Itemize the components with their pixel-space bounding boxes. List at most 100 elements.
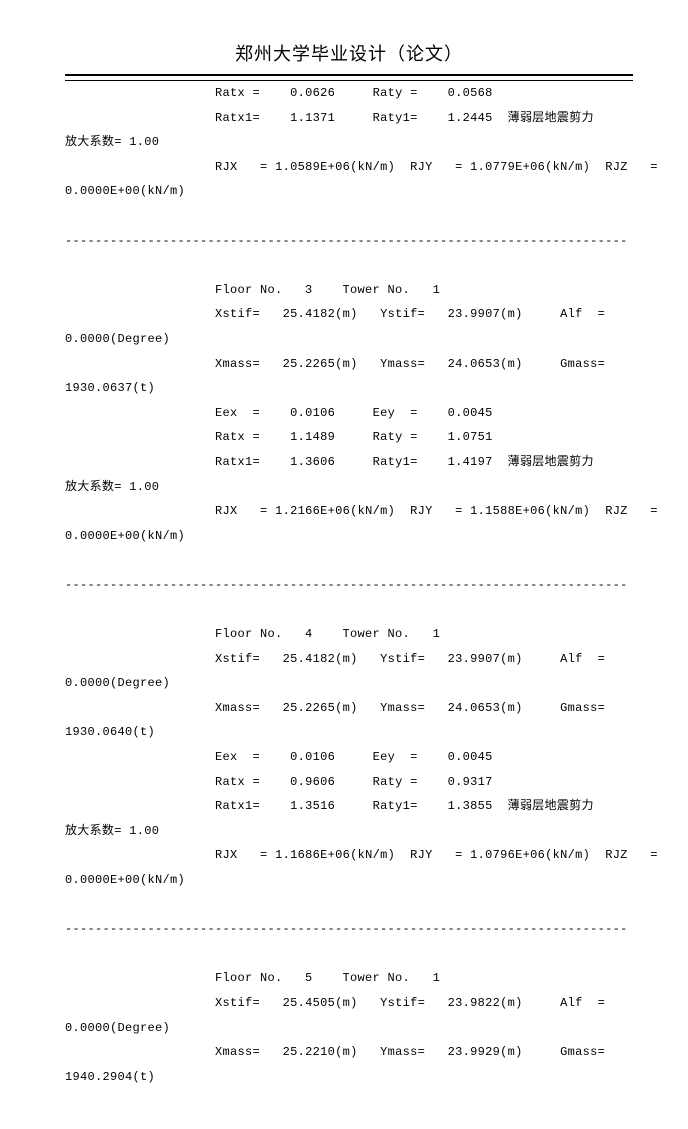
ratx1-value: 1.3606 — [290, 455, 335, 469]
ystif-value: 23.9822(m) — [448, 996, 523, 1010]
eey-label: Eey = — [373, 750, 418, 764]
raty1-label: Raty1= — [373, 799, 418, 813]
eey-label: Eey = — [373, 406, 418, 420]
alf-label: Alf = — [560, 996, 605, 1010]
ratx-value: 0.9606 — [290, 775, 335, 789]
rjz-label: RJZ = — [605, 160, 658, 174]
gmass-label: Gmass= — [560, 357, 605, 371]
ymass-label: Ymass= — [380, 1045, 425, 1059]
rjz-label: RJZ = — [605, 848, 658, 862]
alf-cont: 0.0000(Degree) — [65, 676, 170, 690]
gmass-cont: 1930.0640(t) — [65, 725, 155, 739]
weak-layer: 薄弱层地震剪力 — [508, 111, 594, 125]
raty-value: 0.0568 — [448, 86, 493, 100]
xmass-value: 25.2265(m) — [283, 701, 358, 715]
rjz-label: RJZ = — [605, 504, 658, 518]
ratx1-label: Ratx1= — [215, 111, 260, 125]
rjz-cont: 0.0000E+00(kN/m) — [65, 529, 185, 543]
rjx-value: 1.2166E+06(kN/m) — [275, 504, 395, 518]
raty1-label: Raty1= — [373, 111, 418, 125]
ystif-label: Ystif= — [380, 652, 425, 666]
rjy-value: 1.1588E+06(kN/m) — [470, 504, 590, 518]
rjy-label: RJY = — [410, 160, 463, 174]
sep-line: ----------------------------------------… — [65, 234, 628, 248]
ratx-value: 1.1489 — [290, 430, 335, 444]
page-title: 郑州大学毕业设计（论文） — [65, 40, 633, 66]
eey-value: 0.0045 — [448, 750, 493, 764]
raty1-label: Raty1= — [373, 455, 418, 469]
alf-label: Alf = — [560, 652, 605, 666]
rjx-value: 1.0589E+06(kN/m) — [275, 160, 395, 174]
xmass-value: 25.2210(m) — [283, 1045, 358, 1059]
raty-value: 1.0751 — [448, 430, 493, 444]
eex-label: Eex = — [215, 406, 260, 420]
ymass-label: Ymass= — [380, 701, 425, 715]
ystif-label: Ystif= — [380, 996, 425, 1010]
xstif-label: Xstif= — [215, 652, 260, 666]
alf-cont: 0.0000(Degree) — [65, 332, 170, 346]
gmass-cont: 1930.0637(t) — [65, 381, 155, 395]
rjy-label: RJY = — [410, 504, 463, 518]
xstif-value: 25.4182(m) — [283, 652, 358, 666]
raty-value: 0.9317 — [448, 775, 493, 789]
rjy-value: 1.0779E+06(kN/m) — [470, 160, 590, 174]
title-rule — [65, 74, 633, 81]
floor-header: Floor No. 5 Tower No. 1 — [215, 971, 440, 985]
gmass-label: Gmass= — [560, 701, 605, 715]
raty1-value: 1.2445 — [448, 111, 493, 125]
amp-coeff: 放大系数= 1.00 — [65, 824, 159, 838]
gmass-cont: 1940.2904(t) — [65, 1070, 155, 1084]
rjy-value: 1.0796E+06(kN/m) — [470, 848, 590, 862]
sep-line: ----------------------------------------… — [65, 922, 628, 936]
raty1-value: 1.3855 — [448, 799, 493, 813]
rjx-label: RJX = — [215, 160, 268, 174]
ratx-value: 0.0626 — [290, 86, 335, 100]
ystif-value: 23.9907(m) — [448, 652, 523, 666]
ratx1-value: 1.3516 — [290, 799, 335, 813]
rjx-value: 1.1686E+06(kN/m) — [275, 848, 395, 862]
alf-cont: 0.0000(Degree) — [65, 1021, 170, 1035]
xstif-value: 25.4505(m) — [283, 996, 358, 1010]
sep-line: ----------------------------------------… — [65, 578, 628, 592]
xmass-label: Xmass= — [215, 357, 260, 371]
alf-label: Alf = — [560, 307, 605, 321]
ymass-value: 24.0653(m) — [448, 357, 523, 371]
ystif-value: 23.9907(m) — [448, 307, 523, 321]
xstif-value: 25.4182(m) — [283, 307, 358, 321]
eex-value: 0.0106 — [290, 406, 335, 420]
amp-coeff: 放大系数= 1.00 — [65, 135, 159, 149]
gmass-label: Gmass= — [560, 1045, 605, 1059]
eey-value: 0.0045 — [448, 406, 493, 420]
ratx-label: Ratx = — [215, 775, 260, 789]
rjy-label: RJY = — [410, 848, 463, 862]
rjz-cont: 0.0000E+00(kN/m) — [65, 873, 185, 887]
rjx-label: RJX = — [215, 848, 268, 862]
ratx1-label: Ratx1= — [215, 455, 260, 469]
ratx1-label: Ratx1= — [215, 799, 260, 813]
xstif-label: Xstif= — [215, 996, 260, 1010]
ymass-value: 23.9929(m) — [448, 1045, 523, 1059]
weak-layer: 薄弱层地震剪力 — [508, 455, 594, 469]
eex-label: Eex = — [215, 750, 260, 764]
ystif-label: Ystif= — [380, 307, 425, 321]
xstif-label: Xstif= — [215, 307, 260, 321]
xmass-label: Xmass= — [215, 1045, 260, 1059]
weak-layer: 薄弱层地震剪力 — [508, 799, 594, 813]
floor-header: Floor No. 3 Tower No. 1 — [215, 283, 440, 297]
raty-label: Raty = — [373, 86, 418, 100]
page-container: 郑州大学毕业设计（论文） Ratx = 0.0626 Raty = 0.0568… — [0, 0, 688, 1129]
raty1-value: 1.4197 — [448, 455, 493, 469]
ymass-label: Ymass= — [380, 357, 425, 371]
floor-header: Floor No. 4 Tower No. 1 — [215, 627, 440, 641]
raty-label: Raty = — [373, 775, 418, 789]
xmass-label: Xmass= — [215, 701, 260, 715]
eex-value: 0.0106 — [290, 750, 335, 764]
xmass-value: 25.2265(m) — [283, 357, 358, 371]
ymass-value: 24.0653(m) — [448, 701, 523, 715]
rjz-cont: 0.0000E+00(kN/m) — [65, 184, 185, 198]
ratx-label: Ratx = — [215, 86, 260, 100]
ratx-label: Ratx = — [215, 430, 260, 444]
raty-label: Raty = — [373, 430, 418, 444]
report-content: Ratx = 0.0626 Raty = 0.0568 Ratx1= 1.137… — [65, 81, 633, 1089]
ratx1-value: 1.1371 — [290, 111, 335, 125]
